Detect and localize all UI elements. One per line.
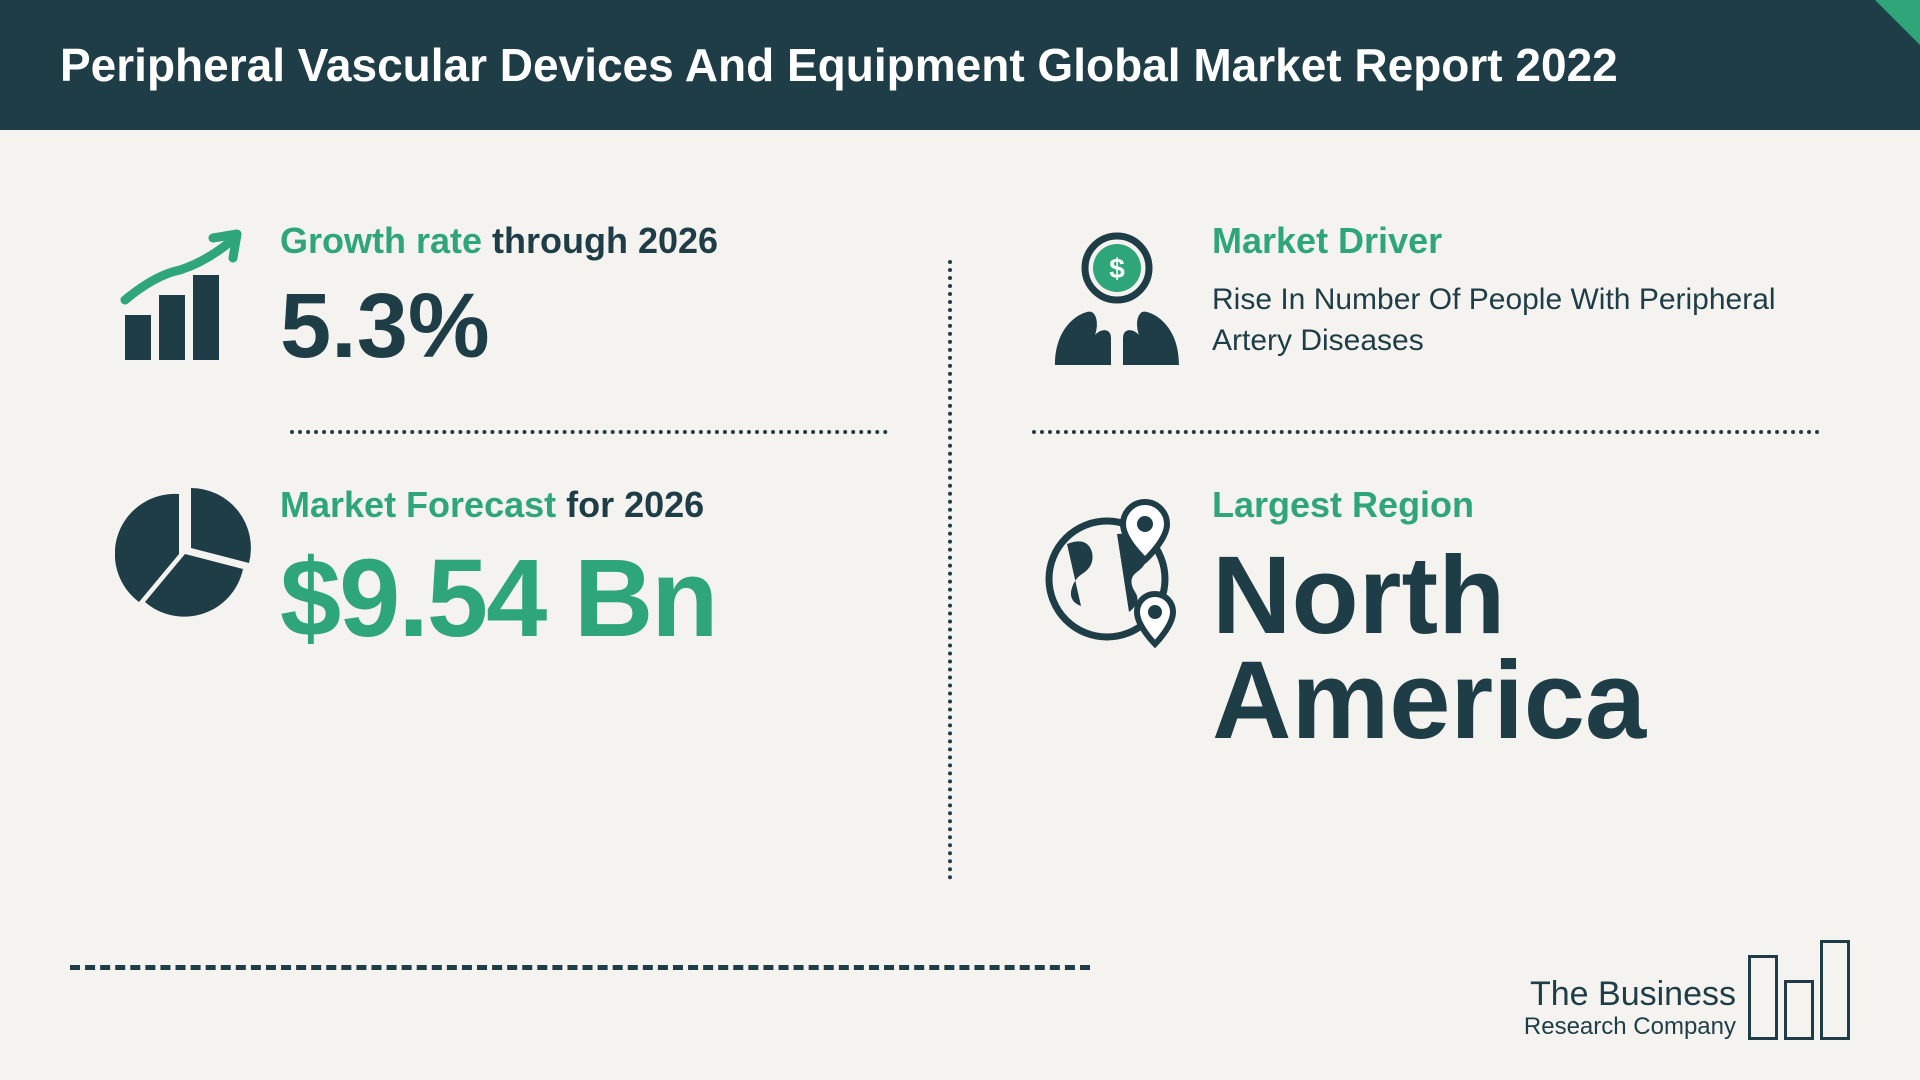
header-bar: Peripheral Vascular Devices And Equipmen… bbox=[0, 0, 1920, 130]
region-body: Largest Region North America bbox=[1202, 484, 1820, 753]
forecast-heading: Market Forecast for 2026 bbox=[280, 484, 888, 526]
growth-heading-accent: Growth rate bbox=[280, 220, 482, 261]
logo-bar-3 bbox=[1820, 940, 1850, 1040]
growth-heading: Growth rate through 2026 bbox=[280, 220, 888, 262]
bottom-dashed-line bbox=[70, 965, 1090, 970]
region-heading-accent: Largest Region bbox=[1212, 484, 1474, 525]
forecast-heading-rest: for 2026 bbox=[556, 484, 704, 525]
growth-heading-rest: through 2026 bbox=[482, 220, 718, 261]
forecast-heading-accent: Market Forecast bbox=[280, 484, 556, 525]
pie-chart-icon bbox=[100, 484, 270, 624]
company-logo: The Business Research Company bbox=[1524, 940, 1850, 1040]
driver-section: $ Market Driver Rise In Number Of People… bbox=[1032, 190, 1820, 410]
forecast-section: Market Forecast for 2026 $9.54 Bn bbox=[100, 454, 888, 684]
logo-text: The Business Research Company bbox=[1524, 976, 1736, 1040]
region-value-l2: America bbox=[1212, 639, 1646, 762]
logo-bars-icon bbox=[1748, 940, 1850, 1040]
region-value: North America bbox=[1212, 544, 1820, 753]
forecast-value: $9.54 Bn bbox=[280, 544, 888, 654]
dotted-divider-left bbox=[290, 430, 888, 434]
growth-body: Growth rate through 2026 5.3% bbox=[270, 220, 888, 372]
driver-text: Rise In Number Of People With Peripheral… bbox=[1212, 280, 1820, 361]
logo-line2: Research Company bbox=[1524, 1014, 1736, 1040]
logo-bar-2 bbox=[1784, 980, 1814, 1040]
region-heading: Largest Region bbox=[1212, 484, 1820, 526]
globe-pin-icon bbox=[1032, 484, 1202, 664]
growth-value: 5.3% bbox=[280, 280, 888, 372]
region-section: Largest Region North America bbox=[1032, 454, 1820, 783]
header-corner-arrow-icon bbox=[1875, 0, 1920, 45]
driver-heading: Market Driver bbox=[1212, 220, 1820, 262]
logo-line1: The Business bbox=[1524, 976, 1736, 1013]
logo-bar-1 bbox=[1748, 955, 1778, 1040]
left-column: Growth rate through 2026 5.3% Market For… bbox=[100, 190, 948, 910]
hands-coin-icon: $ bbox=[1032, 220, 1202, 380]
driver-heading-accent: Market Driver bbox=[1212, 220, 1442, 261]
growth-rate-section: Growth rate through 2026 5.3% bbox=[100, 190, 888, 410]
header-title: Peripheral Vascular Devices And Equipmen… bbox=[60, 38, 1618, 92]
dotted-divider-right bbox=[1032, 430, 1820, 434]
content-area: Growth rate through 2026 5.3% Market For… bbox=[0, 130, 1920, 910]
forecast-body: Market Forecast for 2026 $9.54 Bn bbox=[270, 484, 888, 654]
svg-text:$: $ bbox=[1109, 253, 1125, 284]
right-column: $ Market Driver Rise In Number Of People… bbox=[952, 190, 1820, 910]
driver-body: Market Driver Rise In Number Of People W… bbox=[1202, 220, 1820, 361]
growth-chart-icon bbox=[100, 220, 270, 380]
